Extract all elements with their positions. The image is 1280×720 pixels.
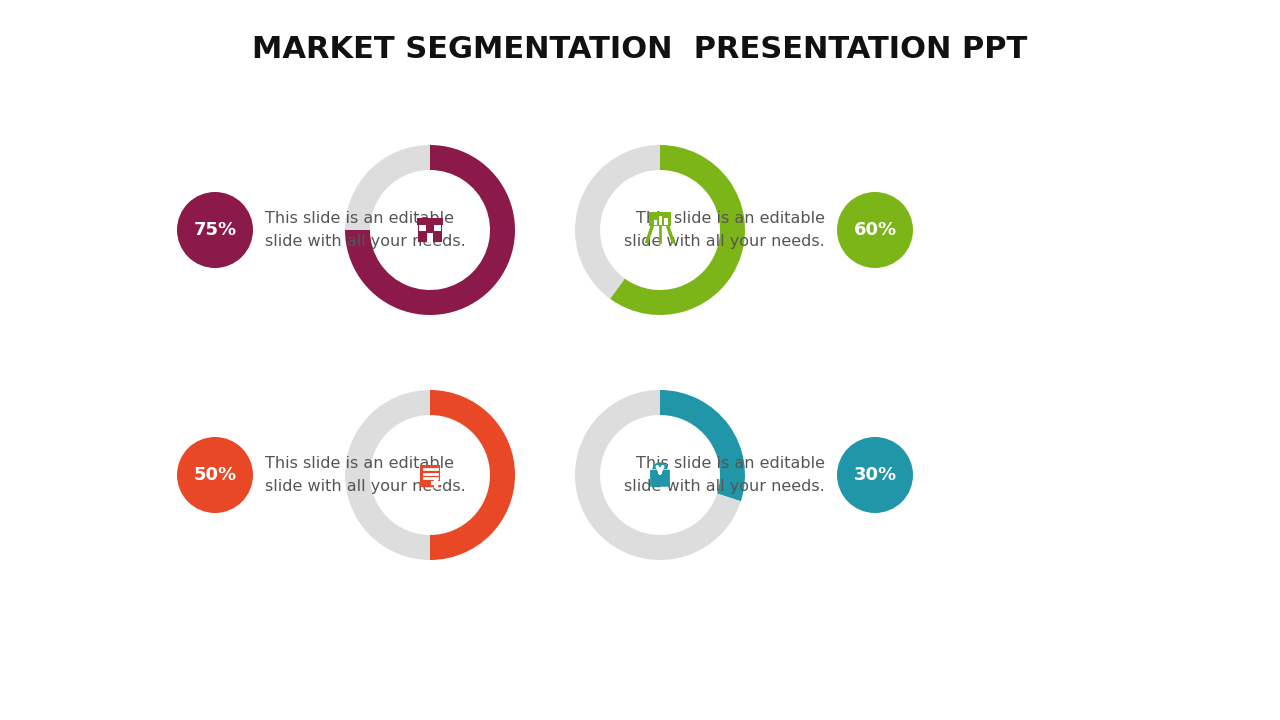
Wedge shape — [430, 390, 515, 560]
FancyBboxPatch shape — [654, 220, 657, 225]
Text: MARKET SEGMENTATION  PRESENTATION PPT: MARKET SEGMENTATION PRESENTATION PPT — [252, 35, 1028, 65]
FancyBboxPatch shape — [659, 216, 662, 225]
Text: This slide is an editable
slide with all your needs.: This slide is an editable slide with all… — [265, 212, 466, 248]
FancyBboxPatch shape — [650, 469, 669, 487]
Text: This slide is an editable
slide with all your needs.: This slide is an editable slide with all… — [625, 212, 826, 248]
Text: 50%: 50% — [193, 466, 237, 484]
Circle shape — [177, 192, 253, 268]
FancyBboxPatch shape — [419, 225, 425, 231]
Wedge shape — [575, 390, 741, 560]
Wedge shape — [611, 145, 745, 315]
FancyBboxPatch shape — [649, 212, 671, 226]
Circle shape — [177, 437, 253, 513]
FancyBboxPatch shape — [420, 465, 440, 487]
Wedge shape — [346, 145, 430, 230]
Text: This slide is an editable
slide with all your needs.: This slide is an editable slide with all… — [625, 456, 826, 494]
Wedge shape — [346, 390, 430, 560]
FancyBboxPatch shape — [428, 233, 434, 242]
FancyBboxPatch shape — [417, 218, 443, 225]
FancyBboxPatch shape — [664, 217, 668, 225]
Circle shape — [837, 437, 913, 513]
FancyBboxPatch shape — [434, 225, 440, 231]
Text: This slide is an editable
slide with all your needs.: This slide is an editable slide with all… — [265, 456, 466, 494]
FancyBboxPatch shape — [419, 223, 442, 242]
Wedge shape — [346, 145, 515, 315]
Wedge shape — [660, 390, 745, 501]
Text: 30%: 30% — [854, 466, 896, 484]
Text: 75%: 75% — [193, 221, 237, 239]
Wedge shape — [575, 145, 660, 299]
Text: 60%: 60% — [854, 221, 896, 239]
Circle shape — [837, 192, 913, 268]
